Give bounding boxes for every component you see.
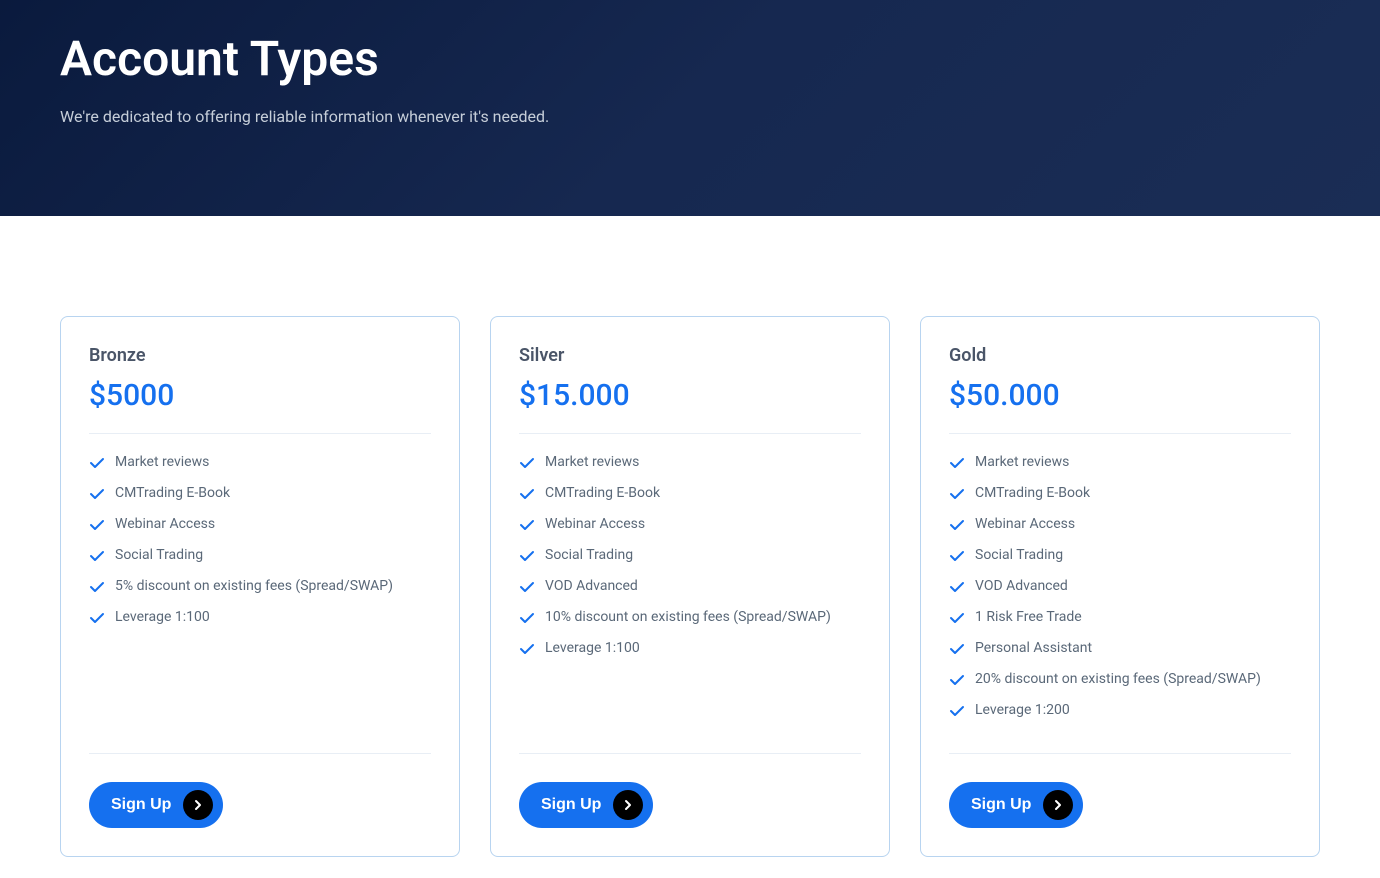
feature-item: CMTrading E-Book (89, 485, 431, 502)
feature-text: Market reviews (545, 454, 639, 470)
check-icon (949, 455, 965, 471)
feature-text: CMTrading E-Book (545, 485, 660, 501)
feature-item: Leverage 1:200 (949, 702, 1291, 719)
feature-text: Market reviews (115, 454, 209, 470)
check-icon (89, 610, 105, 626)
page-subtitle: We're dedicated to offering reliable inf… (60, 107, 1320, 126)
feature-text: Leverage 1:100 (545, 640, 640, 656)
features-list: Market reviews CMTrading E-Book Webinar … (949, 454, 1291, 733)
check-icon (89, 548, 105, 564)
divider (519, 433, 861, 434)
feature-text: Social Trading (545, 547, 633, 563)
feature-text: VOD Advanced (975, 578, 1068, 594)
check-icon (89, 455, 105, 471)
feature-text: 1 Risk Free Trade (975, 609, 1082, 625)
feature-text: Leverage 1:200 (975, 702, 1070, 718)
signup-label: Sign Up (541, 796, 601, 814)
feature-item: Market reviews (519, 454, 861, 471)
signup-button[interactable]: Sign Up (519, 782, 653, 828)
chevron-right-icon (613, 790, 643, 820)
check-icon (519, 641, 535, 657)
feature-item: Social Trading (519, 547, 861, 564)
feature-text: Webinar Access (975, 516, 1075, 532)
check-icon (949, 579, 965, 595)
feature-text: CMTrading E-Book (115, 485, 230, 501)
check-icon (949, 486, 965, 502)
feature-item: Personal Assistant (949, 640, 1291, 657)
divider (89, 433, 431, 434)
divider (949, 433, 1291, 434)
plan-name: Bronze (89, 345, 431, 366)
features-list: Market reviews CMTrading E-Book Webinar … (89, 454, 431, 733)
feature-item: 20% discount on existing fees (Spread/SW… (949, 671, 1291, 688)
feature-text: Webinar Access (115, 516, 215, 532)
feature-item: Webinar Access (89, 516, 431, 533)
feature-item: 10% discount on existing fees (Spread/SW… (519, 609, 861, 626)
signup-label: Sign Up (111, 796, 171, 814)
chevron-right-icon (183, 790, 213, 820)
divider (949, 753, 1291, 754)
feature-item: CMTrading E-Book (949, 485, 1291, 502)
plans-container: Bronze $5000 Market reviews CMTrading E-… (0, 216, 1380, 877)
check-icon (519, 610, 535, 626)
plan-card-bronze: Bronze $5000 Market reviews CMTrading E-… (60, 316, 460, 857)
feature-item: Social Trading (949, 547, 1291, 564)
feature-text: Social Trading (115, 547, 203, 563)
check-icon (949, 672, 965, 688)
check-icon (949, 703, 965, 719)
signup-label: Sign Up (971, 796, 1031, 814)
feature-item: CMTrading E-Book (519, 485, 861, 502)
feature-item: Leverage 1:100 (89, 609, 431, 626)
page-title: Account Types (60, 30, 1320, 87)
check-icon (519, 455, 535, 471)
feature-item: VOD Advanced (519, 578, 861, 595)
check-icon (949, 548, 965, 564)
feature-text: 5% discount on existing fees (Spread/SWA… (115, 578, 393, 594)
feature-item: Webinar Access (949, 516, 1291, 533)
plan-price: $5000 (89, 378, 431, 413)
check-icon (89, 517, 105, 533)
plan-price: $50.000 (949, 378, 1291, 413)
features-list: Market reviews CMTrading E-Book Webinar … (519, 454, 861, 733)
feature-text: Social Trading (975, 547, 1063, 563)
signup-button[interactable]: Sign Up (949, 782, 1083, 828)
feature-item: Market reviews (89, 454, 431, 471)
feature-item: Market reviews (949, 454, 1291, 471)
check-icon (519, 548, 535, 564)
feature-item: Social Trading (89, 547, 431, 564)
check-icon (949, 610, 965, 626)
feature-text: Leverage 1:100 (115, 609, 210, 625)
check-icon (89, 486, 105, 502)
divider (89, 753, 431, 754)
check-icon (519, 486, 535, 502)
check-icon (519, 579, 535, 595)
feature-text: 10% discount on existing fees (Spread/SW… (545, 609, 831, 625)
feature-text: Webinar Access (545, 516, 645, 532)
feature-item: Webinar Access (519, 516, 861, 533)
feature-text: Personal Assistant (975, 640, 1092, 656)
check-icon (519, 517, 535, 533)
check-icon (949, 641, 965, 657)
feature-text: CMTrading E-Book (975, 485, 1090, 501)
feature-item: VOD Advanced (949, 578, 1291, 595)
feature-item: Leverage 1:100 (519, 640, 861, 657)
plan-name: Silver (519, 345, 861, 366)
plan-card-silver: Silver $15.000 Market reviews CMTrading … (490, 316, 890, 857)
signup-button[interactable]: Sign Up (89, 782, 223, 828)
check-icon (949, 517, 965, 533)
check-icon (89, 579, 105, 595)
chevron-right-icon (1043, 790, 1073, 820)
plan-card-gold: Gold $50.000 Market reviews CMTrading E-… (920, 316, 1320, 857)
feature-item: 5% discount on existing fees (Spread/SWA… (89, 578, 431, 595)
divider (519, 753, 861, 754)
plan-name: Gold (949, 345, 1291, 366)
hero-section: Account Types We're dedicated to offerin… (0, 0, 1380, 216)
plan-price: $15.000 (519, 378, 861, 413)
feature-text: 20% discount on existing fees (Spread/SW… (975, 671, 1261, 687)
feature-text: VOD Advanced (545, 578, 638, 594)
feature-item: 1 Risk Free Trade (949, 609, 1291, 626)
feature-text: Market reviews (975, 454, 1069, 470)
